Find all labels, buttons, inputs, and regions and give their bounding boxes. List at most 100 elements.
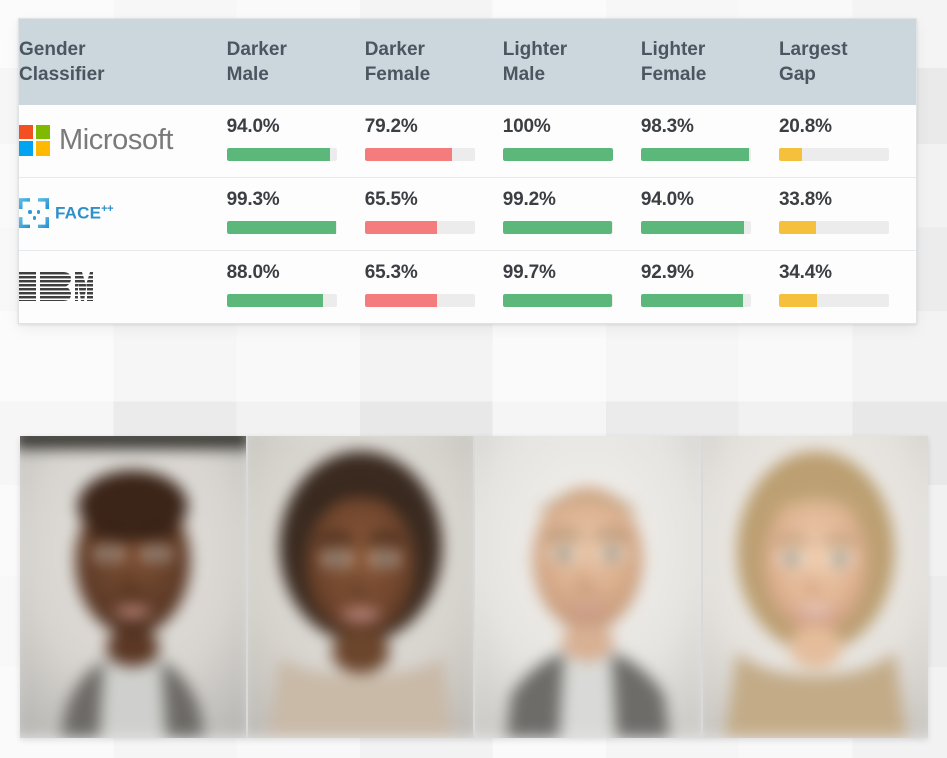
bar-darker-female [364, 148, 475, 162]
bar-fill [364, 221, 437, 235]
cell-darker-male: 99.3% [226, 177, 365, 251]
bar-fill [364, 294, 437, 308]
bar-fill [502, 148, 613, 162]
ibm-logo [19, 263, 227, 309]
bar-fill [778, 148, 802, 162]
faceplusplus-wordmark: FACE++ [55, 203, 113, 223]
bar-fill [364, 148, 452, 162]
microsoft-squares-icon [19, 124, 50, 156]
header-line-2: Gap [778, 64, 816, 86]
value-lighter-male: 99.2% [502, 189, 556, 211]
plusplus-superscript: ++ [101, 203, 113, 216]
cell-darker-male: 88.0% [226, 250, 365, 324]
cell-darker-female: 65.3% [364, 250, 503, 324]
header-line-1: Lighter [640, 39, 706, 60]
header-line-2: Male [502, 64, 546, 86]
bar-fill [502, 294, 613, 308]
value-darker-female: 79.2% [364, 116, 418, 138]
bar-fill [226, 221, 336, 235]
bar-darker-female [364, 294, 475, 308]
bar-lighter-male [502, 148, 613, 162]
bar-fill [778, 294, 817, 308]
cell-darker-male: 94.0% [226, 105, 365, 178]
microsoft-wordmark: Microsoft [59, 123, 174, 156]
bar-fill [640, 148, 749, 162]
header-line-2: Female [364, 64, 431, 86]
darker-male-composite [20, 436, 246, 738]
column-header-darker-female: Darker Female [364, 19, 503, 106]
gender-classifier-table: Gender Classifier Darker Male Darker Fem… [19, 19, 916, 324]
value-darker-male: 99.3% [226, 189, 280, 211]
column-header-darker-male: Darker Male [226, 19, 365, 106]
value-lighter-male: 100% [502, 116, 551, 138]
value-lighter-male: 99.7% [502, 262, 556, 284]
bar-largest-gap [778, 294, 889, 308]
bar-fill [640, 221, 745, 235]
cell-lighter-female: 98.3% [640, 105, 779, 178]
cell-lighter-male: 99.7% [502, 250, 641, 324]
microsoft-logo: Microsoft [19, 117, 227, 163]
table-row: FACE++ 99.3% 65.5% 99.2% [19, 177, 916, 251]
table-header-row: Gender Classifier Darker Male Darker Fem… [19, 19, 916, 106]
bar-fill [778, 221, 817, 235]
header-line-1: Largest [778, 39, 848, 60]
lighter-male-composite [475, 436, 701, 738]
value-lighter-female: 92.9% [640, 262, 694, 284]
faceplusplus-logo: FACE++ [19, 190, 227, 236]
column-header-lighter-female: Lighter Female [640, 19, 779, 106]
ibm-striped-wordmark-icon [19, 271, 93, 301]
column-header-classifier: Gender Classifier [19, 19, 227, 106]
bias-results-table-card: Gender Classifier Darker Male Darker Fem… [18, 18, 917, 325]
bar-darker-female [364, 221, 475, 235]
bar-lighter-male [502, 221, 613, 235]
header-line-2: Classifier [19, 64, 105, 86]
header-line-2: Female [640, 64, 707, 86]
value-darker-male: 94.0% [226, 116, 280, 138]
value-darker-male: 88.0% [226, 262, 280, 284]
bar-lighter-female [640, 148, 751, 162]
cell-classifier [19, 250, 227, 324]
bar-darker-male [226, 148, 337, 162]
column-header-lighter-male: Lighter Male [502, 19, 641, 106]
cell-lighter-female: 92.9% [640, 250, 779, 324]
bar-lighter-female [640, 294, 751, 308]
value-largest-gap: 34.4% [778, 262, 832, 284]
cell-darker-female: 65.5% [364, 177, 503, 251]
bar-lighter-female [640, 221, 751, 235]
bar-darker-male [226, 221, 337, 235]
table-row: Microsoft 94.0% 79.2% 100% [19, 105, 916, 178]
bar-darker-male [226, 294, 337, 308]
header-line-1: Darker [226, 39, 287, 60]
composite-face-strip [20, 436, 928, 738]
header-line-1: Darker [364, 39, 425, 60]
cell-lighter-female: 94.0% [640, 177, 779, 251]
value-lighter-female: 98.3% [640, 116, 694, 138]
bar-fill [226, 294, 324, 308]
value-darker-female: 65.5% [364, 189, 418, 211]
bar-fill [502, 221, 612, 235]
bar-fill [226, 148, 331, 162]
face-detection-bracket-icon [19, 198, 49, 229]
header-line-1: Gender [19, 39, 86, 60]
value-largest-gap: 20.8% [778, 116, 832, 138]
darker-female-composite [247, 436, 473, 738]
value-largest-gap: 33.8% [778, 189, 832, 211]
value-darker-female: 65.3% [364, 262, 418, 284]
bar-largest-gap [778, 148, 889, 162]
cell-classifier: Microsoft [19, 105, 227, 178]
column-header-largest-gap: Largest Gap [778, 19, 916, 106]
table-header: Gender Classifier Darker Male Darker Fem… [19, 19, 916, 106]
lighter-female-composite [702, 436, 928, 738]
bar-largest-gap [778, 221, 889, 235]
cell-largest-gap: 34.4% [778, 250, 916, 324]
header-line-1: Lighter [502, 39, 568, 60]
header-line-2: Male [226, 64, 269, 86]
cell-darker-female: 79.2% [364, 105, 503, 178]
table-body: Microsoft 94.0% 79.2% 100% [19, 105, 916, 324]
bar-lighter-male [502, 294, 613, 308]
bar-fill [640, 294, 744, 308]
cell-lighter-male: 100% [502, 105, 641, 178]
table-row: 88.0% 65.3% 99.7% [19, 250, 916, 324]
cell-largest-gap: 33.8% [778, 177, 916, 251]
cell-largest-gap: 20.8% [778, 105, 916, 178]
